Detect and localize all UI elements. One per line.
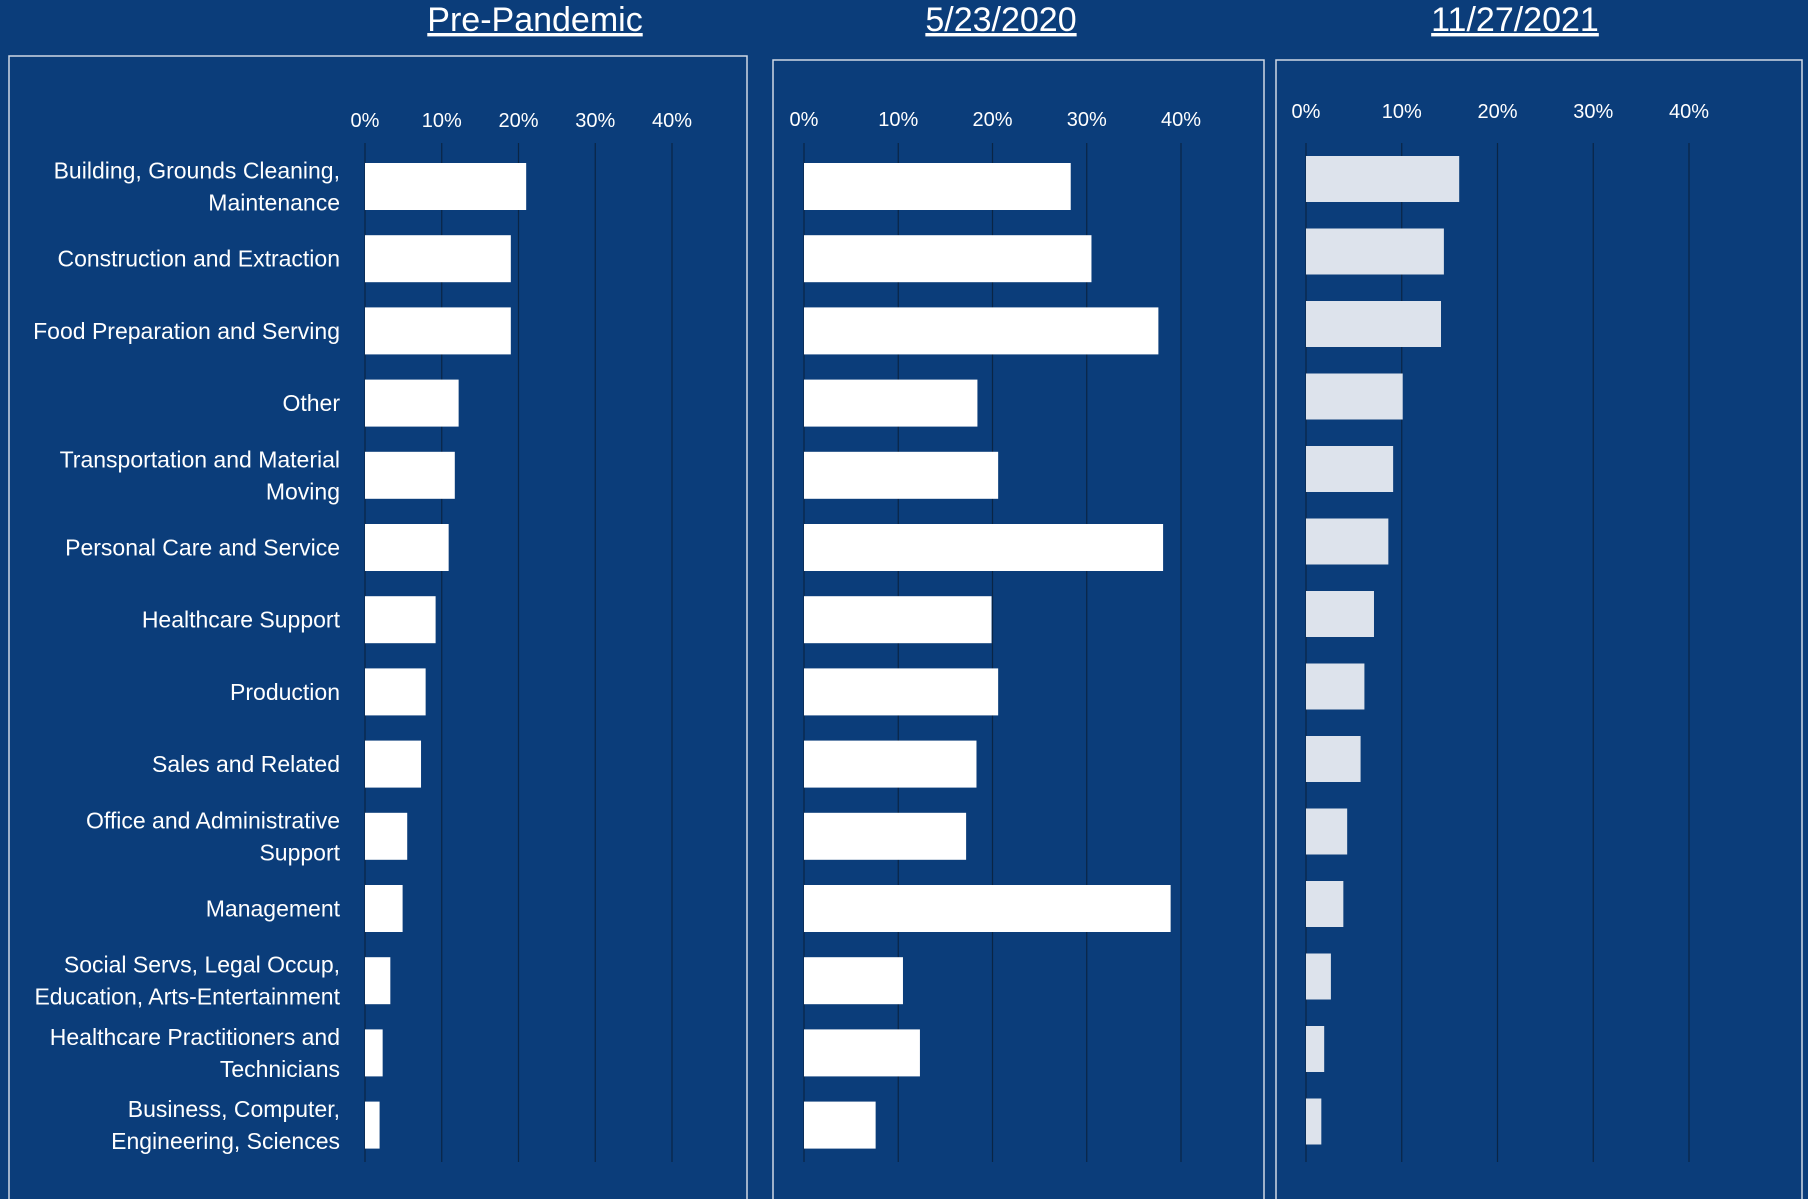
- panel-title: 11/27/2021: [1431, 1, 1599, 39]
- bar: [1306, 881, 1344, 927]
- category-label: Maintenance: [208, 190, 340, 216]
- x-tick-label: 10%: [1382, 101, 1422, 123]
- bar: [1306, 518, 1389, 565]
- category-label: Moving: [266, 478, 340, 504]
- bar: [804, 668, 999, 716]
- panel-frame: [1275, 59, 1803, 1199]
- x-tick-label: 20%: [972, 109, 1012, 131]
- x-tick-label: 40%: [1161, 109, 1201, 131]
- category-label: Business, Computer,: [128, 1096, 340, 1122]
- bar: [804, 307, 1159, 355]
- bar: [365, 451, 455, 499]
- panel-frame: [772, 59, 1265, 1199]
- category-label: Healthcare Practitioners and: [50, 1024, 340, 1050]
- bar: [804, 740, 977, 788]
- bar: [365, 596, 436, 644]
- bar: [1306, 228, 1444, 275]
- bar: [365, 740, 422, 788]
- category-label: Management: [206, 896, 341, 922]
- x-tick-label: 10%: [878, 109, 918, 131]
- category-label: Support: [259, 839, 340, 865]
- bar: [365, 379, 459, 427]
- bar: [1306, 1026, 1325, 1072]
- bar: [365, 668, 426, 716]
- bar: [804, 379, 978, 427]
- bar: [365, 885, 403, 932]
- x-tick-label: 30%: [1067, 109, 1107, 131]
- category-label: Transportation and Material: [60, 446, 340, 472]
- bar: [365, 1101, 380, 1149]
- bar: [804, 235, 1092, 283]
- panel-title: Pre-Pandemic: [427, 1, 642, 39]
- x-tick-label: 0%: [790, 109, 819, 131]
- category-label: Education, Arts-Entertainment: [34, 984, 340, 1010]
- bar: [365, 1029, 383, 1077]
- panel-frame: [8, 55, 748, 1199]
- category-label: Food Preparation and Serving: [33, 318, 340, 344]
- bar: [804, 1029, 920, 1077]
- category-label: Sales and Related: [152, 751, 340, 777]
- bar: [804, 957, 903, 1005]
- bar: [365, 163, 527, 210]
- bar: [804, 885, 1171, 932]
- bar: [804, 812, 967, 860]
- category-label: Office and Administrative: [86, 807, 340, 833]
- bar: [365, 307, 511, 355]
- x-tick-label: 20%: [1477, 101, 1517, 123]
- bar: [804, 1101, 876, 1149]
- bar: [804, 163, 1071, 210]
- x-tick-label: 0%: [1292, 101, 1321, 123]
- bar: [1306, 808, 1348, 855]
- bar: [1306, 446, 1394, 492]
- category-label: Social Servs, Legal Occup,: [64, 952, 340, 978]
- bar: [365, 524, 449, 571]
- bar: [1306, 373, 1403, 420]
- category-label: Healthcare Support: [142, 607, 341, 633]
- bar: [365, 957, 391, 1005]
- bar: [804, 596, 992, 644]
- bar: [1306, 736, 1361, 782]
- bar: [1306, 953, 1331, 1000]
- x-tick-label: 40%: [1669, 101, 1709, 123]
- bar: [1306, 663, 1365, 710]
- bar: [804, 524, 1164, 571]
- category-label: Building, Grounds Cleaning,: [54, 158, 340, 184]
- category-label: Other: [282, 390, 340, 416]
- bar: [1306, 591, 1374, 637]
- x-tick-label: 40%: [652, 110, 692, 132]
- category-label: Engineering, Sciences: [111, 1128, 340, 1154]
- category-label: Production: [230, 679, 340, 705]
- panel-title: 5/23/2020: [925, 1, 1076, 39]
- bar: [365, 812, 408, 860]
- x-tick-label: 30%: [575, 110, 615, 132]
- bar: [1306, 156, 1460, 202]
- category-label: Technicians: [220, 1056, 340, 1082]
- x-tick-label: 10%: [422, 110, 462, 132]
- category-label: Construction and Extraction: [57, 246, 340, 272]
- x-tick-label: 30%: [1573, 101, 1613, 123]
- category-label: Personal Care and Service: [65, 535, 340, 561]
- bar: [804, 451, 999, 499]
- bar: [1306, 301, 1442, 347]
- bar: [365, 235, 511, 283]
- x-tick-label: 0%: [351, 110, 380, 132]
- bar: [1306, 1098, 1322, 1145]
- x-tick-label: 20%: [498, 110, 538, 132]
